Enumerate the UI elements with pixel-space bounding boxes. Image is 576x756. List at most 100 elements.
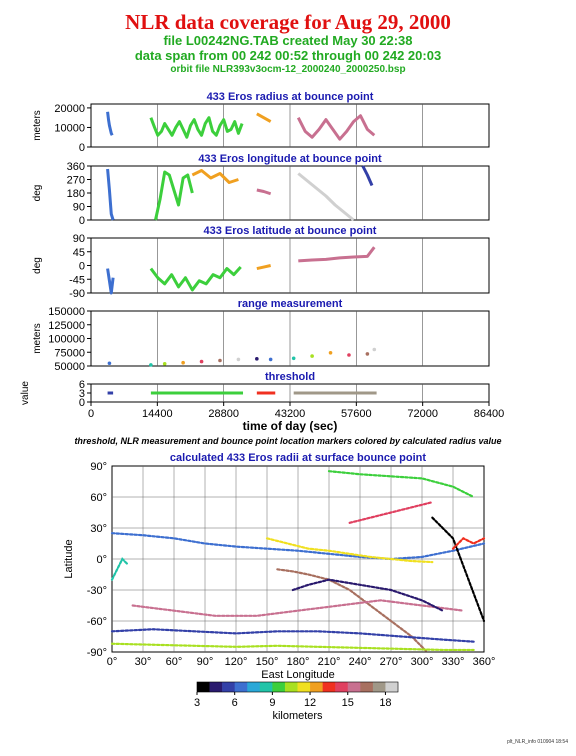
panel-title: threshold xyxy=(265,371,315,383)
map-y-axis-label: Latitude xyxy=(63,539,75,578)
map-x-tick-label: 60° xyxy=(166,656,183,668)
page-title: NLR data coverage for Aug 29, 2000 xyxy=(125,10,451,34)
range-point xyxy=(149,363,153,367)
series-line xyxy=(298,246,376,263)
y-tick-label: -90 xyxy=(69,288,85,300)
y-tick-label: 0 xyxy=(79,397,85,409)
y-tick-label: 50000 xyxy=(54,361,85,373)
range-point xyxy=(107,361,112,366)
x-tick-label: 86400 xyxy=(474,408,505,420)
map-y-tick-label: -90° xyxy=(87,647,107,659)
file-info-line: file L00242NG.TAB created May 30 22:38 xyxy=(163,33,413,48)
map-x-tick-label: 30° xyxy=(135,656,152,668)
series-line xyxy=(361,165,374,187)
y-tick-label: 150000 xyxy=(48,306,85,318)
map-x-tick-label: 0° xyxy=(107,656,118,668)
map-x-tick-label: 210° xyxy=(318,656,341,668)
map-x-tick-label: 90° xyxy=(197,656,214,668)
bounce-track xyxy=(348,501,434,524)
colorbar-swatch xyxy=(209,682,223,692)
series-line xyxy=(149,266,242,292)
series-line xyxy=(256,264,271,271)
series-line xyxy=(106,268,115,295)
range-point xyxy=(365,352,370,356)
map-x-tick-label: 120° xyxy=(225,656,248,668)
range-point xyxy=(199,359,204,364)
y-tick-label: 20000 xyxy=(54,103,85,115)
x-tick-label: 14400 xyxy=(142,408,173,420)
colorbar-swatch xyxy=(222,682,235,692)
panel-title: 433 Eros latitude at bounce point xyxy=(204,225,377,237)
map-x-tick-label: 360° xyxy=(473,656,496,668)
chart-caption: threshold, NLR measurement and bounce po… xyxy=(74,436,501,446)
range-point xyxy=(236,357,241,362)
y-axis-label: value xyxy=(20,381,31,405)
map-x-tick-label: 180° xyxy=(287,656,310,668)
range-point xyxy=(328,351,333,355)
colorbar: 3 6 9 12 15 18 kilometers xyxy=(194,681,399,722)
y-tick-label: 75000 xyxy=(54,347,85,359)
y-tick-label: 3 xyxy=(79,388,85,400)
x-tick-label: 57600 xyxy=(341,408,372,420)
series-line xyxy=(149,116,244,139)
map-y-tick-label: 30° xyxy=(90,523,107,535)
colorbar-swatch xyxy=(385,682,399,692)
map-x-tick-label: 240° xyxy=(349,656,372,668)
y-tick-label: 125000 xyxy=(48,320,85,332)
colorbar-swatch xyxy=(310,682,323,692)
range-point xyxy=(291,356,296,361)
colorbar-swatch xyxy=(284,682,298,692)
bounce-track xyxy=(431,516,486,623)
y-tick-label: -45 xyxy=(69,274,85,286)
colorbar-tick-label: 6 xyxy=(232,697,238,709)
panel-title: 433 Eros radius at bounce point xyxy=(207,91,374,103)
time-panel-5: threshold 036 value 0 14400 28800 43200 57600 72… xyxy=(20,371,504,433)
bounce-track xyxy=(327,470,475,499)
bounce-track xyxy=(291,578,444,612)
range-point xyxy=(255,357,259,361)
x-tick-label: 0 xyxy=(88,408,94,420)
series-line xyxy=(296,114,376,141)
footer-stamp: plt_NLR_info 010904 18:54 xyxy=(507,739,568,745)
range-point xyxy=(181,360,185,365)
bounce-track xyxy=(110,557,129,581)
series-line xyxy=(106,168,115,221)
y-tick-label: 45 xyxy=(73,247,85,259)
colorbar-swatch xyxy=(234,682,248,692)
series-line xyxy=(191,169,239,184)
bounce-track xyxy=(451,536,486,550)
colorbar-tick-label: 3 xyxy=(194,697,200,709)
y-tick-label: 90 xyxy=(73,202,85,214)
y-tick-label: 0 xyxy=(79,142,85,154)
y-tick-label: 90 xyxy=(73,233,85,245)
panel-title: range measurement xyxy=(238,298,343,310)
map-x-tick-label: 150° xyxy=(256,656,279,668)
colorbar-frame xyxy=(196,681,399,693)
series-line xyxy=(297,172,355,222)
colorbar-tick-label: 18 xyxy=(379,697,391,709)
colorbar-swatch xyxy=(335,682,349,692)
colorbar-swatch xyxy=(247,682,261,692)
series-line xyxy=(154,170,194,221)
colorbar-swatch xyxy=(297,682,311,692)
bounce-track xyxy=(265,537,434,564)
y-tick-label: 270 xyxy=(67,175,85,187)
range-point xyxy=(310,354,314,358)
range-point xyxy=(162,362,167,366)
x-axis-label: time of day (sec) xyxy=(243,419,338,433)
map-y-tick-label: 90° xyxy=(90,461,107,473)
x-tick-label: 28800 xyxy=(208,408,239,420)
panel-title: 433 Eros longitude at bounce point xyxy=(198,153,382,165)
colorbar-tick-label: 9 xyxy=(269,697,275,709)
y-axis-label: deg xyxy=(32,185,43,202)
y-axis-label: meters xyxy=(32,110,43,141)
map-panel: calculated 433 Eros radii at surface bou… xyxy=(63,452,495,681)
colorbar-swatch xyxy=(272,682,286,692)
colorbar-swatch xyxy=(259,682,273,692)
x-tick-label: 43200 xyxy=(275,408,306,420)
range-point xyxy=(218,358,222,363)
data-span-line: data span from 00 242 00:52 through 00 2… xyxy=(134,48,442,63)
bounce-track xyxy=(276,568,429,654)
